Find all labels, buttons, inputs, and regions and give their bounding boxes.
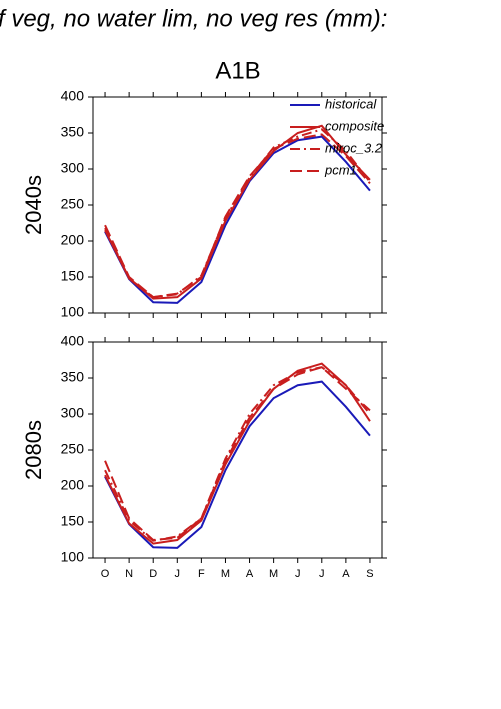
y-tick-label: 350 <box>61 369 85 385</box>
legend-label: pcm1 <box>324 162 357 177</box>
y-tick-label: 100 <box>61 549 85 565</box>
x-tick-label: D <box>149 568 157 580</box>
y-tick-label: 350 <box>61 124 85 140</box>
x-tick-label: M <box>221 568 230 580</box>
y-tick-label: 100 <box>61 304 85 320</box>
y-tick-label: 150 <box>61 268 85 284</box>
y-tick-label: 300 <box>61 405 85 421</box>
x-tick-label: S <box>366 568 373 580</box>
x-tick-label: A <box>246 568 254 580</box>
y-tick-label: 400 <box>61 333 85 349</box>
legend-label: composite <box>325 118 384 133</box>
x-tick-label: O <box>101 568 110 580</box>
series-line <box>104 366 371 542</box>
y-tick-label: 300 <box>61 160 85 176</box>
legend-label: miroc_3.2 <box>325 140 383 155</box>
y-axis-label: 2080s <box>21 420 46 480</box>
series-line <box>104 366 371 542</box>
y-tick-label: 150 <box>61 513 85 529</box>
chart-title: f veg, no water lim, no veg res (mm): <box>0 5 387 32</box>
x-tick-label: M <box>269 568 278 580</box>
x-tick-label: F <box>198 568 205 580</box>
chart-subtitle: A1B <box>215 57 260 84</box>
y-tick-label: 250 <box>61 441 85 457</box>
y-axis-label: 2040s <box>21 175 46 235</box>
x-tick-label: N <box>125 568 133 580</box>
x-tick-label: J <box>319 568 325 580</box>
y-tick-label: 400 <box>61 88 85 104</box>
series-line <box>104 380 371 549</box>
series-line <box>104 362 371 545</box>
legend-label: historical <box>325 96 377 111</box>
series-line <box>104 135 371 304</box>
y-tick-label: 200 <box>61 477 85 493</box>
x-tick-label: J <box>175 568 181 580</box>
x-tick-label: A <box>342 568 350 580</box>
y-tick-label: 200 <box>61 232 85 248</box>
x-tick-label: J <box>295 568 301 580</box>
y-tick-label: 250 <box>61 196 85 212</box>
series-line <box>104 133 371 299</box>
